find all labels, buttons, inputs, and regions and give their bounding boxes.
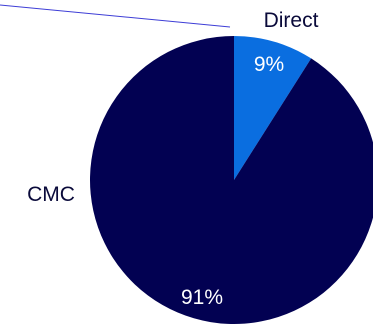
data-label-cmc: 91% <box>181 286 223 309</box>
leader-line <box>0 4 231 28</box>
data-label-direct: 9% <box>254 53 284 76</box>
pie-slices <box>90 36 373 324</box>
pie-slice-direct <box>234 36 312 180</box>
category-label-cmc: CMC <box>27 183 75 206</box>
pie-slice-cmc <box>90 36 373 324</box>
category-label-direct: Direct <box>264 9 319 32</box>
